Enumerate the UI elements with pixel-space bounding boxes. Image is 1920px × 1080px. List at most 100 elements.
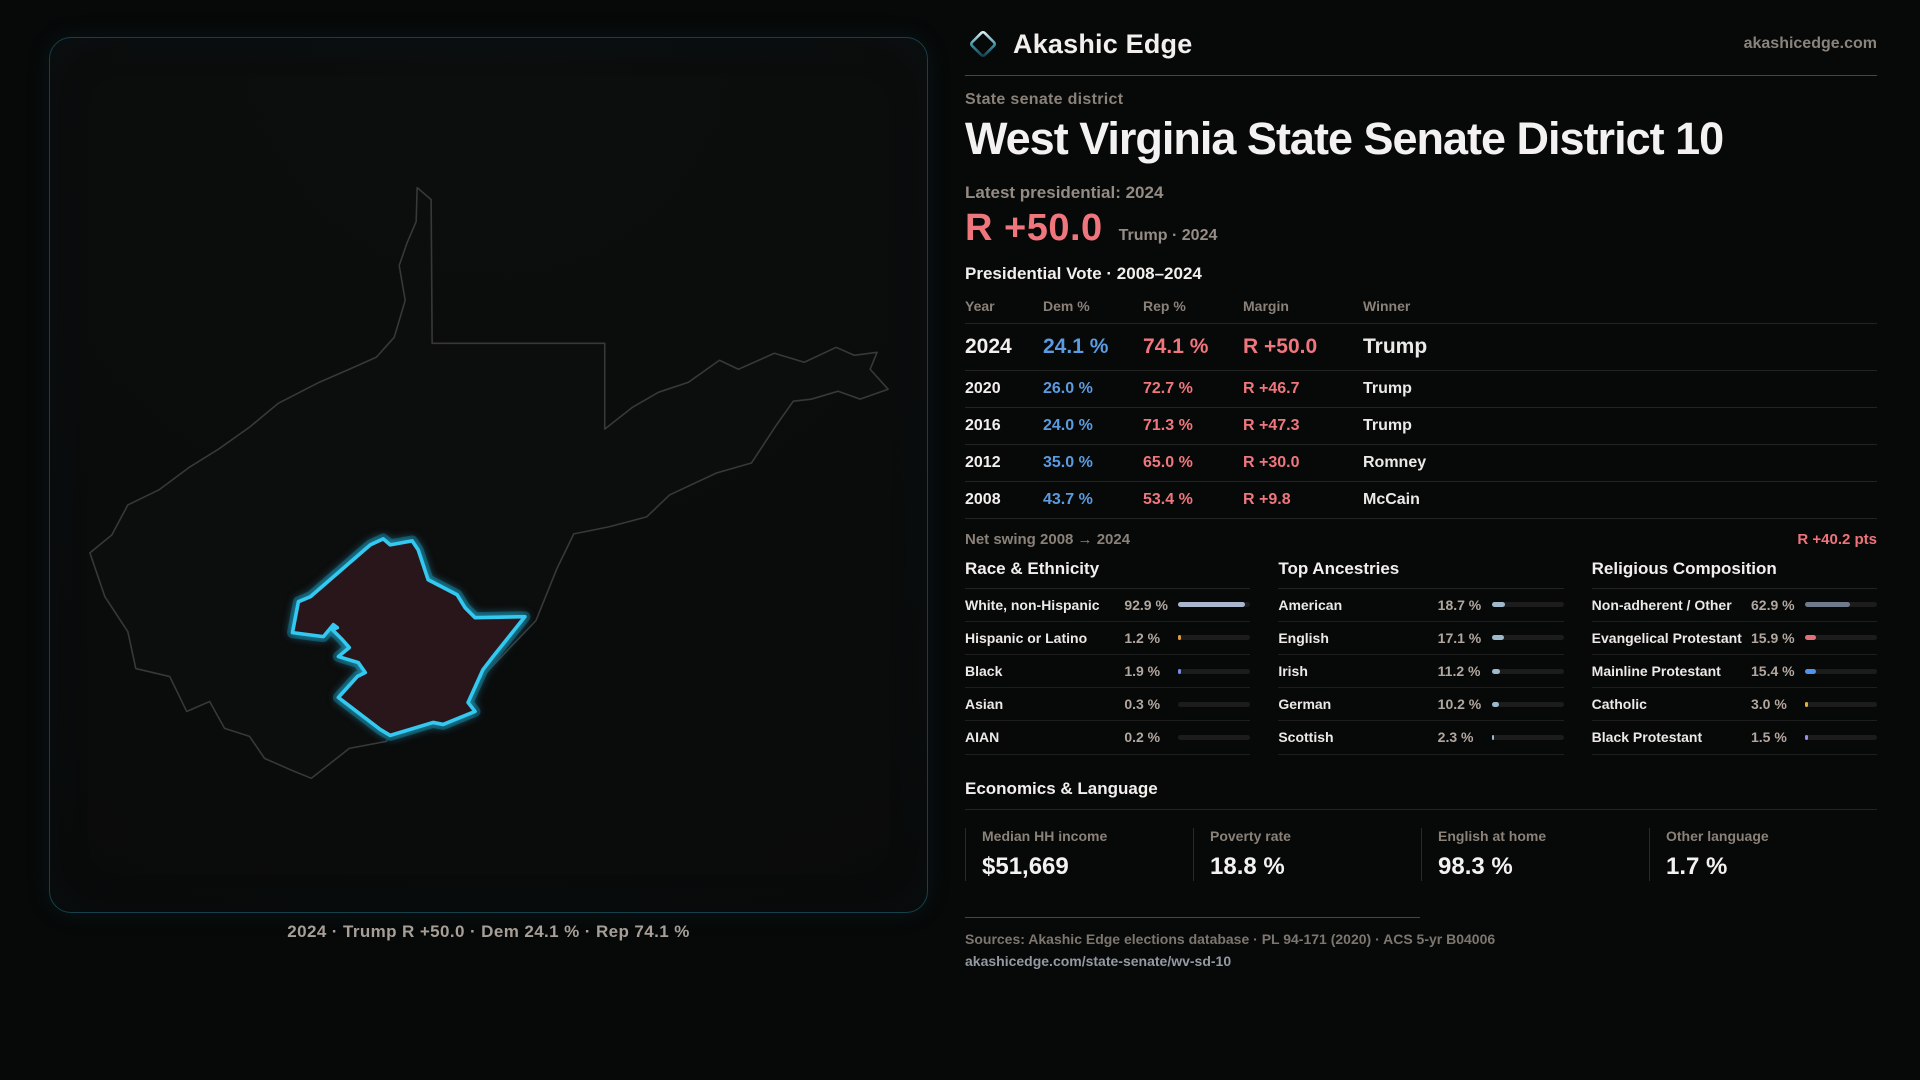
district-shape[interactable] (290, 537, 527, 738)
demo-label: German (1278, 696, 1332, 713)
demo-label: Scottish (1278, 729, 1334, 746)
demo-row: Irish 11.2 % (1278, 655, 1564, 689)
presidential-vote-table: Year Dem % Rep % Margin Winner 2024 24.1 … (965, 291, 1877, 519)
demo-bar-fill (1491, 668, 1500, 674)
demo-label: Evangelical Protestant (1591, 629, 1742, 646)
demo-bar-track (1178, 734, 1251, 740)
demo-value: 17.1 % (1437, 629, 1482, 646)
demo-bar-track (1178, 668, 1251, 674)
district-map-panel (49, 37, 928, 913)
demo-label: Irish (1278, 662, 1308, 679)
demo-bar-track (1178, 602, 1251, 608)
pres-cell-year: 2016 (965, 407, 1043, 445)
demo-bar-fill (1178, 635, 1181, 641)
demo-label: Black Protestant (1591, 729, 1703, 746)
demo-label: Black (965, 662, 1003, 679)
demo-label: Mainline Protestant (1591, 662, 1721, 679)
col-year: Year (965, 291, 1043, 324)
demo-bar-fill (1805, 635, 1817, 641)
demo-value: 92.9 % (1124, 596, 1168, 613)
demo-label: English (1278, 629, 1329, 646)
demo-row: Evangelical Protestant 15.9 % (1591, 622, 1877, 655)
pres-cell-dem: 24.0 % (1043, 407, 1143, 445)
pres-cell-margin: R +47.3 (1243, 407, 1363, 445)
page-title: West Virginia State Senate District 10 (965, 113, 1724, 164)
demo-row: German 10.2 % (1278, 688, 1564, 722)
demo-value: 10.2 % (1437, 696, 1482, 713)
pres-cell-year: 2020 (965, 370, 1043, 408)
demo-bar-track (1805, 701, 1877, 707)
col-winner: Winner (1363, 291, 1877, 324)
pres-cell-winner: Trump (1363, 370, 1877, 408)
pres-row: 2020 26.0 % 72.7 % R +46.7 Trump (965, 370, 1877, 408)
pres-cell-dem: 24.1 % (1043, 323, 1143, 371)
latest-presidential-label: Latest presidential: 2024 (965, 182, 1164, 202)
header-divider (965, 75, 1877, 76)
demo-label: Hispanic or Latino (965, 629, 1088, 646)
pres-row: 2012 35.0 % 65.0 % R +30.0 Romney (965, 444, 1877, 482)
footer-divider (965, 916, 1420, 918)
pres-cell-rep: 74.1 % (1143, 323, 1243, 371)
pres-cell-margin: R +9.8 (1243, 481, 1363, 519)
pres-cell-dem: 35.0 % (1043, 444, 1143, 482)
pres-cell-rep: 53.4 % (1143, 481, 1243, 519)
demo-bar-track (1805, 602, 1877, 608)
demo-value: 2.3 % (1437, 729, 1474, 746)
pres-cell-year: 2008 (965, 481, 1043, 519)
col-margin: Margin (1243, 291, 1363, 324)
stat-poverty-rate: Poverty rate 18.8 % (1193, 827, 1421, 881)
stat-label: Median HH income (982, 827, 1108, 844)
demo-label: White, non-Hispanic (965, 596, 1100, 613)
demo-bar-track (1491, 602, 1564, 608)
demo-bar-track (1178, 635, 1251, 641)
margin-note: Trump · 2024 (1118, 226, 1218, 244)
demo-row: Black 1.9 % (965, 655, 1251, 689)
info-panel: Akashic Edge akashicedge.com State senat… (965, 26, 1877, 969)
sources-text: Sources: Akashic Edge elections database… (965, 930, 1496, 947)
demo-bar-fill (1805, 701, 1808, 707)
demo-row: Scottish 2.3 % (1278, 721, 1564, 755)
religious-composition-section: Religious Composition Non-adherent / Oth… (1591, 559, 1877, 755)
demo-bar-track (1178, 701, 1251, 707)
demographics-columns: Race & Ethnicity White, non-Hispanic 92.9… (965, 559, 1877, 755)
section-title: Religious Composition (1591, 559, 1877, 589)
section-title: Top Ancestries (1278, 559, 1564, 589)
demo-row: Catholic 3.0 % (1591, 688, 1877, 722)
pres-cell-margin: R +46.7 (1243, 370, 1363, 408)
pres-cell-rep: 71.3 % (1143, 407, 1243, 445)
demo-row: Black Protestant 1.5 % (1591, 721, 1877, 755)
demo-label: Asian (965, 696, 1004, 713)
demo-bar-fill (1178, 602, 1246, 608)
table-body: 2024 24.1 % 74.1 % R +50.0 Trump 2020 26.0 % 72… (965, 323, 1877, 519)
brand-domain-link[interactable]: akashicedge.com (1743, 35, 1877, 52)
kicker: State senate district (965, 91, 1124, 108)
demo-bar-fill (1178, 668, 1181, 674)
demo-bar-fill (1805, 734, 1808, 740)
demo-bar-track (1491, 734, 1564, 740)
demo-row: English 17.1 % (1278, 622, 1564, 655)
brand-row: Akashic Edge akashicedge.com (965, 26, 1877, 62)
stat-label: English at home (1438, 827, 1547, 844)
demo-bar-fill (1491, 734, 1495, 740)
map-caption: 2024 · Trump R +50.0 · Dem 24.1 % · Rep … (287, 922, 690, 941)
demo-row: Asian 0.3 % (965, 688, 1251, 722)
demo-label: AIAN (965, 729, 1000, 746)
permalink[interactable]: akashicedge.com/state-senate/wv-sd-10 (965, 952, 1232, 969)
demo-value: 15.9 % (1751, 629, 1795, 646)
demo-bar-fill (1491, 635, 1504, 641)
west-virginia-map (89, 186, 889, 780)
net-swing-row: Net swing 2008 → 2024 R +40.2 pts (965, 519, 1877, 557)
demo-value: 3.0 % (1751, 696, 1787, 713)
pres-cell-margin: R +50.0 (1243, 323, 1363, 371)
demo-value: 11.2 % (1437, 663, 1481, 680)
pres-cell-winner: Romney (1363, 444, 1877, 482)
economics-title: Economics & Language (965, 779, 1877, 810)
footer: Sources: Akashic Edge elections database… (965, 916, 1877, 969)
demo-value: 18.7 % (1437, 596, 1482, 613)
stat-value: 98.3 % (1438, 852, 1513, 880)
brand-diamond-icon (970, 31, 996, 57)
top-ancestries-section: Top Ancestries American 18.7 % English 17.1… (1278, 559, 1564, 755)
pres-cell-winner: Trump (1363, 323, 1877, 371)
demo-value: 0.2 % (1124, 729, 1161, 746)
net-swing-value: R +40.2 pts (1797, 530, 1877, 548)
